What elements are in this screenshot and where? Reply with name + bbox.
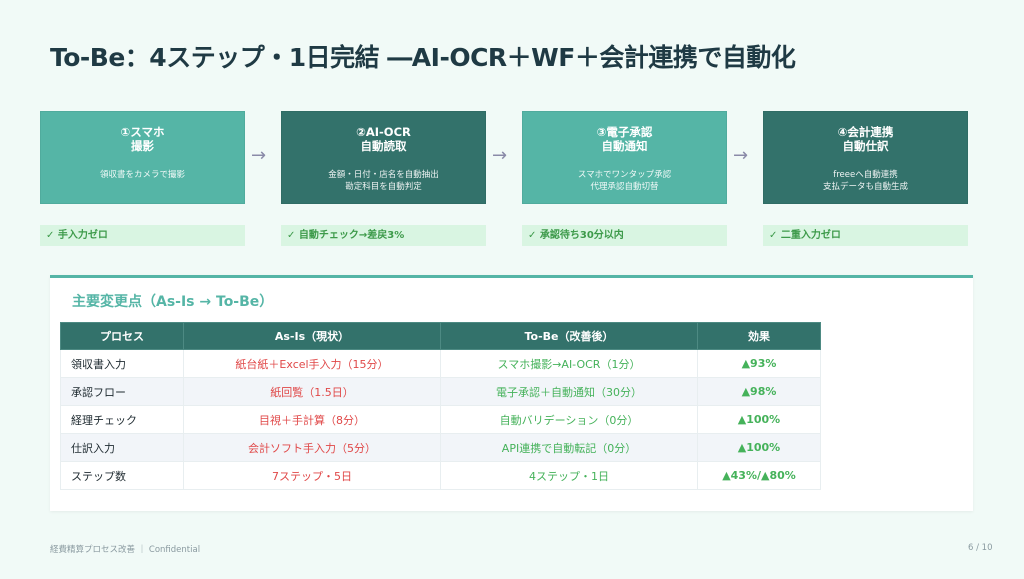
col-header: 効果 [697, 322, 821, 350]
table-cell: ステップ数 [60, 461, 184, 490]
table-cell: API連携で自動転記（0分） [440, 433, 698, 462]
table-cell: 領収書入力 [60, 349, 184, 378]
slide-title: To-Be：4ステップ・1日完結 ―AI-OCR＋WF＋会計連携で自動化 [50, 43, 796, 72]
step-desc: 金額・日付・店名を自動抽出 勘定科目を自動判定 [328, 170, 439, 192]
table-cell: 会計ソフト手入力（5分） [183, 433, 441, 462]
table-cell: 紙台紙＋Excel手入力（15分） [183, 349, 441, 378]
table-row: 承認フロー 紙回覧（1.5日） 電子承認＋自動通知（30分） ▲98% [60, 377, 821, 406]
step-card-2: ②AI-OCR 自動読取金額・日付・店名を自動抽出 勘定科目を自動判定 [281, 111, 486, 204]
table-row: ステップ数 7ステップ・5日 4ステップ・1日 ▲43%/▲80% [60, 461, 821, 490]
col-header: As-Is（現状） [183, 322, 441, 350]
arrow-right-icon: → [251, 145, 267, 166]
table-cell: ▲100% [697, 405, 821, 434]
table-cell: ▲98% [697, 377, 821, 406]
arrow-right-icon: → [492, 145, 508, 166]
table-cell: ▲93% [697, 349, 821, 378]
table-cell: 4ステップ・1日 [440, 461, 698, 490]
table-cell: 自動バリデーション（0分） [440, 405, 698, 434]
step-desc: 領収書をカメラで撮影 [99, 170, 185, 180]
comparison-table: プロセス As-Is（現状） To-Be（改善後） 効果 領収書入力 紙台紙＋Ex… [60, 322, 821, 490]
step-benefit: ✓ 承認待ち30分以内 [522, 225, 727, 246]
table-cell: 7ステップ・5日 [183, 461, 441, 490]
arrow-right-icon: → [733, 145, 749, 166]
step-heading: ④会計連携 自動仕訳 [837, 125, 894, 153]
table-cell: 目視＋手計算（8分） [183, 405, 441, 434]
step-card-3: ③電子承認 自動通知スマホでワンタップ承認 代理承認自動切替 [522, 111, 727, 204]
step-benefit: ✓ 手入力ゼロ [40, 225, 245, 246]
step-benefit: ✓ 二重入力ゼロ [763, 225, 968, 246]
footer-label: 経費精算プロセス改善 ｜ Confidential [50, 545, 201, 555]
step-desc: freeeへ自動連携 支払データも自動生成 [822, 170, 908, 192]
step-benefit: ✓ 自動チェック→差戻3% [281, 225, 486, 246]
table-cell: 電子承認＋自動通知（30分） [440, 377, 698, 406]
step-heading: ②AI-OCR 自動読取 [356, 125, 411, 153]
col-header: プロセス [60, 322, 184, 350]
changes-panel: 主要変更点（As-Is → To-Be） プロセス As-Is（現状） To-B… [50, 275, 973, 511]
table-cell: 紙回覧（1.5日） [183, 377, 441, 406]
panel-title: 主要変更点（As-Is → To-Be） [72, 294, 274, 310]
step-desc: スマホでワンタップ承認 代理承認自動切替 [577, 170, 672, 192]
col-header: To-Be（改善後） [440, 322, 698, 350]
table-cell: 経理チェック [60, 405, 184, 434]
step-card-4: ④会計連携 自動仕訳 freeeへ自動連携 支払データも自動生成 [763, 111, 968, 204]
table-cell: スマホ撮影→AI-OCR（1分） [440, 349, 698, 378]
table-cell: 仕訳入力 [60, 433, 184, 462]
step-card-1: ①スマホ 撮影領収書をカメラで撮影 [40, 111, 245, 204]
page-number: 6 / 10 [968, 543, 993, 553]
table-row: 経理チェック 目視＋手計算（8分） 自動バリデーション（0分） ▲100% [60, 405, 821, 434]
table-cell: ▲43%/▲80% [697, 461, 821, 490]
table-cell: ▲100% [697, 433, 821, 462]
step-heading: ③電子承認 自動通知 [596, 125, 653, 153]
step-heading: ①スマホ 撮影 [120, 125, 165, 153]
table-row: 仕訳入力 会計ソフト手入力（5分） API連携で自動転記（0分） ▲100% [60, 433, 821, 462]
table-row: 領収書入力 紙台紙＋Excel手入力（15分） スマホ撮影→AI-OCR（1分） ▲9… [60, 349, 821, 378]
table-cell: 承認フロー [60, 377, 184, 406]
